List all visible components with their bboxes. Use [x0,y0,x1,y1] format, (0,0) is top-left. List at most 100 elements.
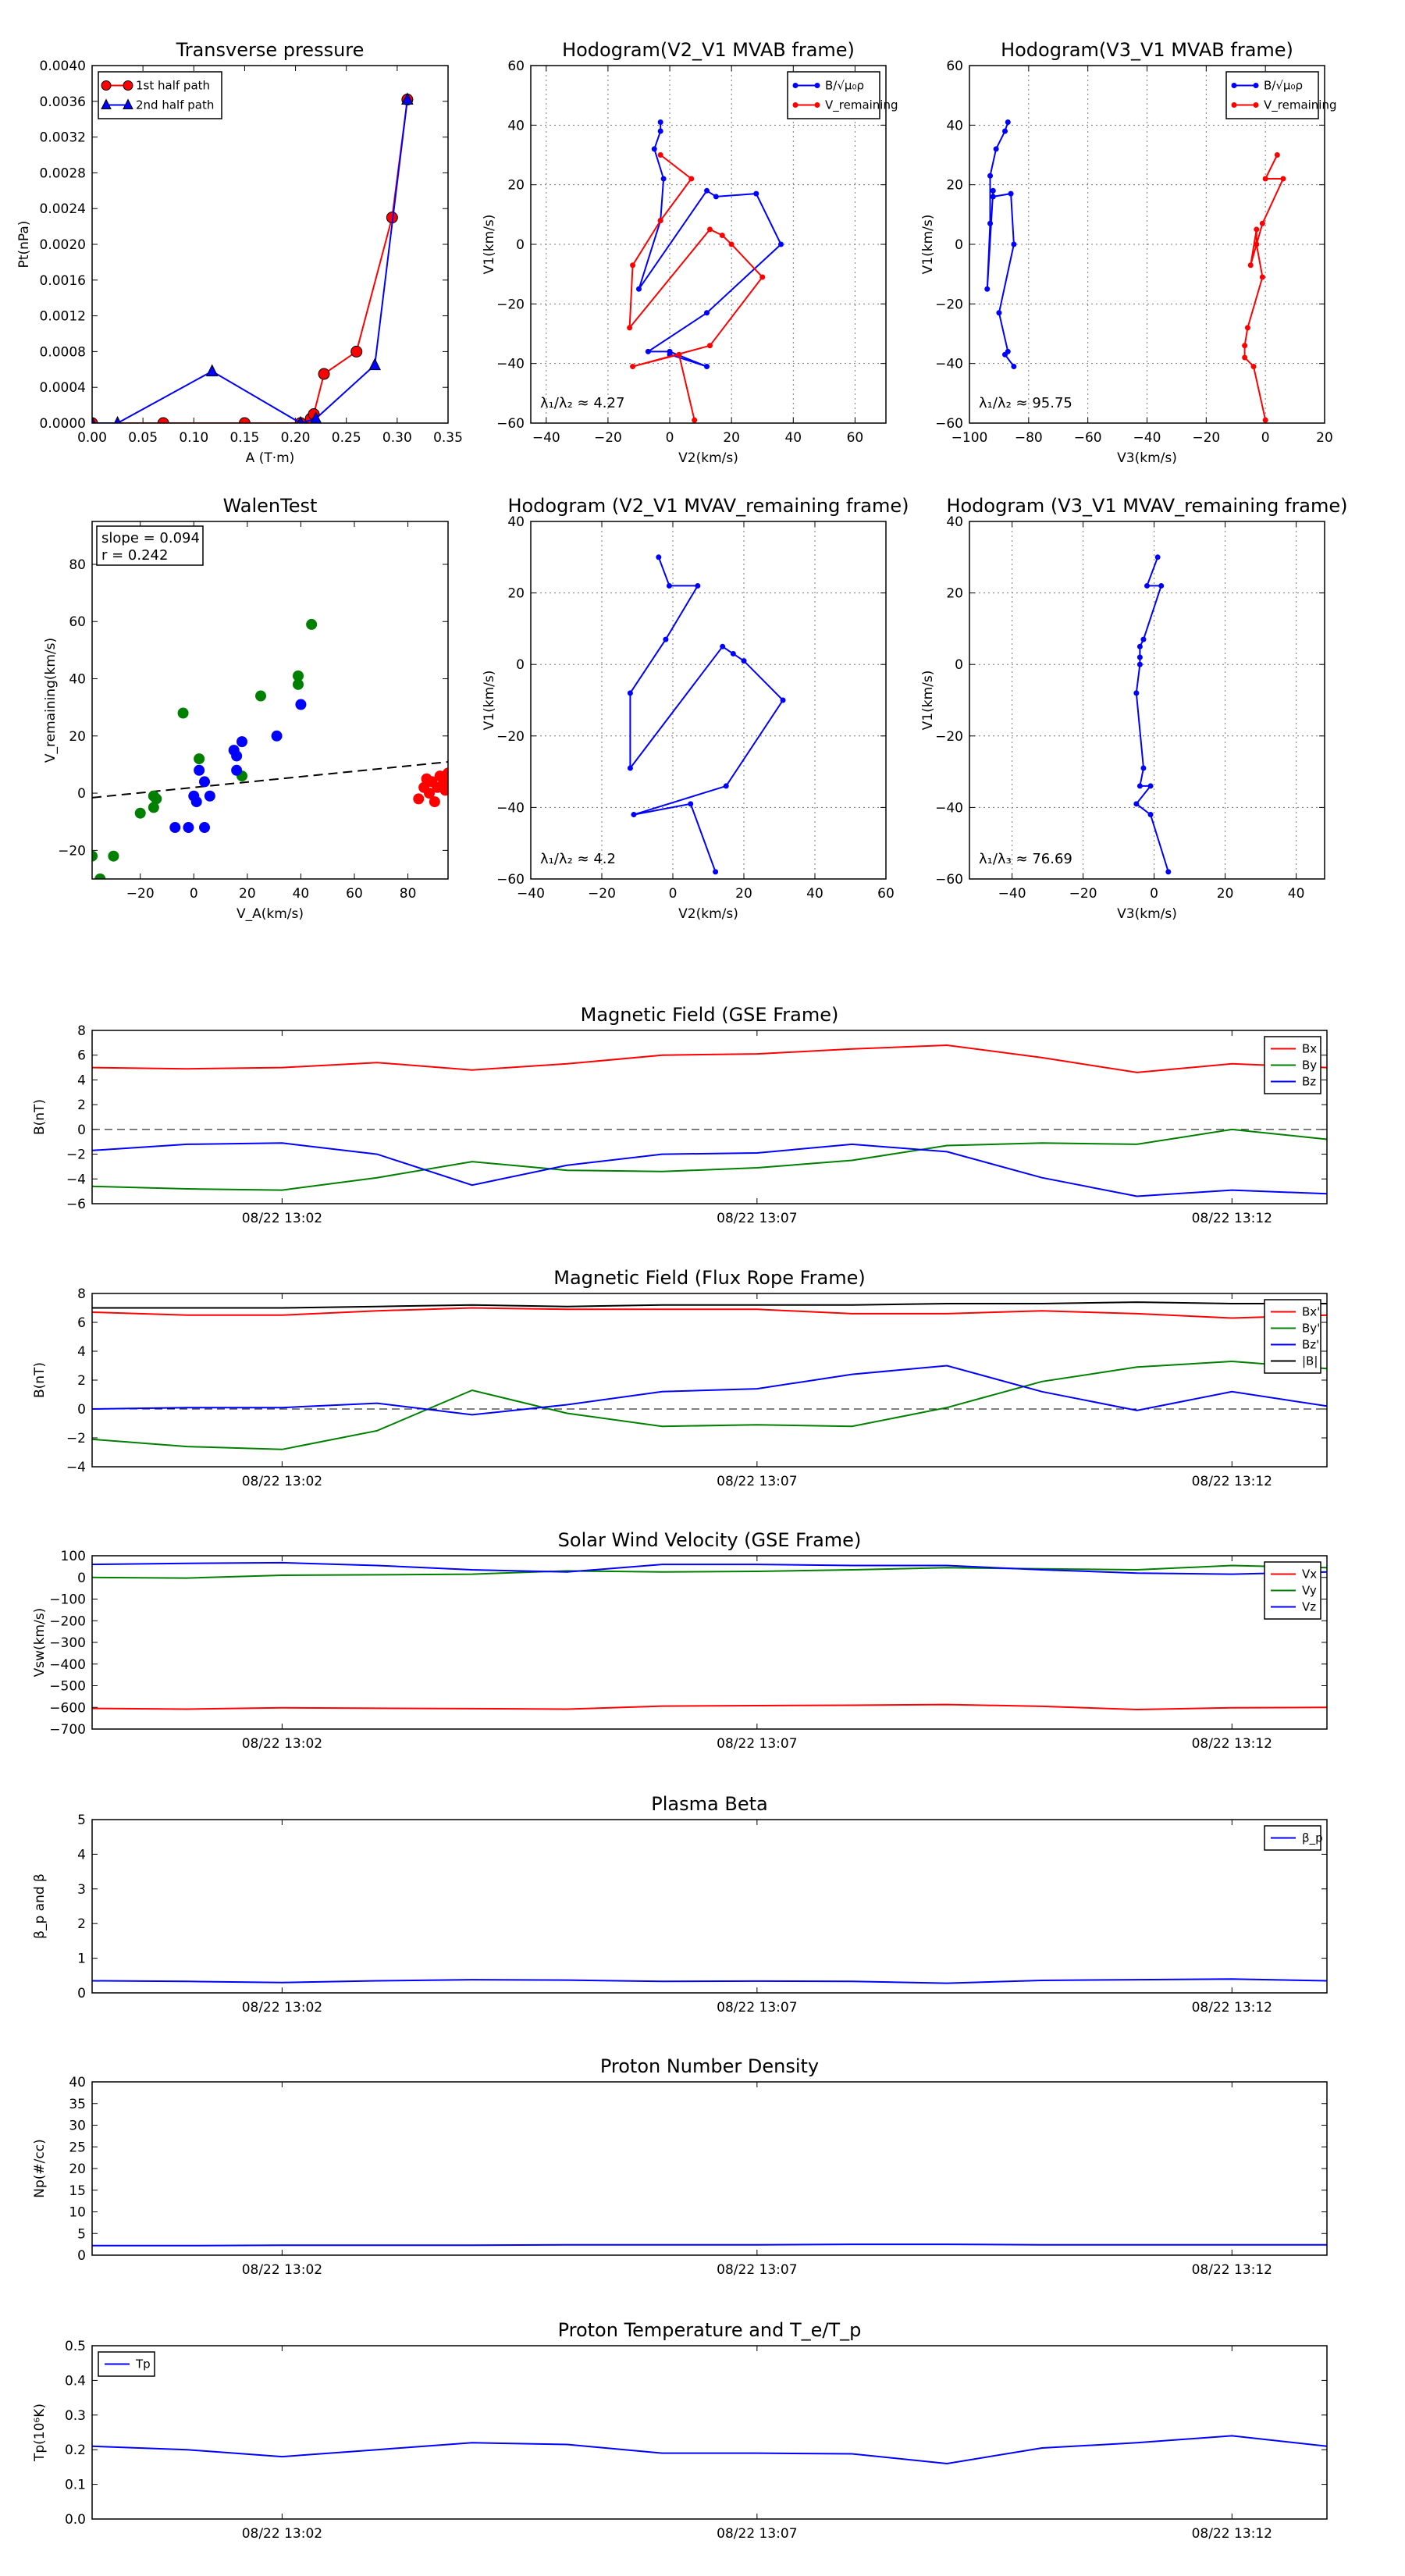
data-point [720,643,726,649]
y-tick-label: −40 [935,357,963,372]
x-axis-label: V2(km/s) [678,906,738,922]
data-point [183,822,194,834]
chart-title: Hodogram (V3_V1 MVAV_remaining frame) [946,495,1347,517]
y-tick-label: 60 [507,59,525,74]
data-point [996,310,1002,316]
chart-ts2: Magnetic Field (Flux Rope Frame) 08/22 13… [32,1267,1328,1489]
x-tick-label: −40 [998,886,1026,902]
x-tick-label: −40 [1133,430,1161,446]
series-0 [627,554,786,875]
x-tick-label: 08/22 13:07 [717,2000,797,2016]
legend-label: Bx' [1302,1305,1320,1319]
series-2nd-half-path [92,92,414,423]
data-point [1133,690,1140,696]
chart-title: Hodogram(V3_V1 MVAB frame) [1001,39,1293,61]
y-tick-label: 0.0024 [40,201,86,217]
x-tick-label: −20 [594,430,622,446]
data-point [306,618,318,630]
data-point [1140,636,1147,642]
chart-ts6: Proton Temperature and T_e/T_p 08/22 13:0… [32,2319,1328,2542]
y-tick-label: 0 [77,1402,86,1418]
y-tick-label: −4 [66,1172,86,1187]
data-point [194,753,205,765]
data-point [1254,241,1260,247]
y-tick-label: 0 [516,657,525,673]
legend-label: β_p [1302,1831,1323,1846]
data-point [1259,220,1265,226]
x-tick-label: 08/22 13:07 [717,2526,797,2542]
axes-frame [91,1819,1328,1994]
stats-box [96,525,204,566]
chart-ts4: Plasma Beta 08/22 13:02 08/22 13:07 08/22 1… [32,1793,1328,2016]
y-tick-label: −60 [496,416,525,432]
data-point [1280,176,1286,182]
y-tick-label: 5 [77,2226,86,2242]
y-tick-label: 0.0036 [40,94,86,110]
axes-frame [530,521,887,880]
data-point [190,796,202,808]
y-tick-label: 10 [69,2205,86,2221]
y-tick-label: 0.0008 [40,344,86,360]
y-tick-label: −20 [496,729,525,745]
data-point [1262,417,1268,423]
data-point [759,274,766,280]
data-point [676,351,682,358]
x-tick-label: 20 [723,430,740,446]
x-tick-label: 80 [400,886,417,902]
y-tick-label: 4 [77,1073,86,1088]
data-point [993,146,999,152]
y-tick-label: 0.0020 [40,237,86,253]
data-point [238,417,251,423]
data-point [1002,128,1008,134]
legend-label: 2nd half path [136,98,214,112]
legend-label: Vx [1302,1567,1317,1582]
plot-area [627,119,784,423]
series-line [92,2243,1327,2247]
y-tick-label: −60 [935,416,963,432]
y-tick-label: 0.3 [65,2408,86,2424]
y-tick-label: −600 [49,1700,86,1716]
chart-h2: Hodogram(V3_V1 MVAB frame) −100 −80 −60 −40 −… [920,39,1337,466]
data-point [108,850,119,862]
data-point [134,807,146,819]
chart-title: Magnetic Field (GSE Frame) [581,1004,839,1026]
x-tick-label: 20 [1316,430,1333,446]
data-point [151,793,162,805]
y-tick-label: 20 [946,178,963,194]
axes-frame [969,65,1325,424]
x-tick-label: 0.35 [433,430,463,446]
data-point [663,636,669,642]
y-tick-label: 0 [77,1571,86,1586]
data-point [1244,325,1250,331]
series-line [1243,155,1285,421]
series-line [1135,557,1169,873]
x-tick-label: −20 [1069,886,1097,902]
y-tick-label: 0 [516,237,525,253]
y-tick-label: 2 [77,1098,86,1113]
series-1 [169,699,307,834]
y-tick-label: 20 [69,2161,86,2177]
data-point [1154,554,1161,560]
data-point [443,767,448,779]
legend: Bx By Bz [1264,1036,1321,1094]
y-tick-label: −2 [66,1147,86,1163]
plot-area [92,1561,1327,1711]
series--p [92,1978,1327,1984]
y-axis-label: V1(km/s) [482,215,497,275]
chart-title: WalenTest [223,495,318,517]
data-point [630,262,636,269]
data-point [368,358,382,371]
chart-title: Proton Number Density [600,2055,819,2077]
axes-frame [91,1293,1328,1468]
chart-ts3: Solar Wind Velocity (GSE Frame) 08/22 13:… [32,1529,1328,1752]
y-tick-label: 20 [507,178,525,194]
chart-h4: Hodogram (V3_V1 MVAV_remaining frame) −40… [920,495,1348,922]
y-tick-label: 0.0028 [40,165,86,181]
axes-frame [91,65,449,424]
data-point [657,152,663,158]
legend-label: Bz' [1302,1338,1319,1352]
data-point [651,146,657,152]
data-point [688,176,695,182]
x-tick-label: 0 [666,430,674,446]
data-point [1165,869,1172,875]
